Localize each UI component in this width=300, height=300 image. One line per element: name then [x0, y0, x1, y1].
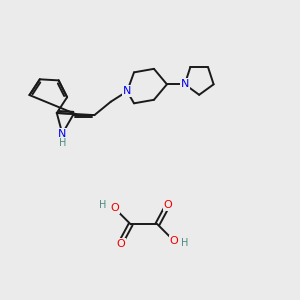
Text: N: N — [58, 129, 67, 139]
Text: N: N — [181, 79, 189, 89]
Text: O: O — [169, 236, 178, 246]
Text: H: H — [182, 238, 189, 248]
Text: O: O — [164, 200, 172, 210]
Text: N: N — [123, 86, 131, 96]
Text: H: H — [58, 138, 66, 148]
Text: O: O — [116, 238, 125, 249]
Text: O: O — [110, 203, 119, 213]
Text: H: H — [99, 200, 107, 210]
